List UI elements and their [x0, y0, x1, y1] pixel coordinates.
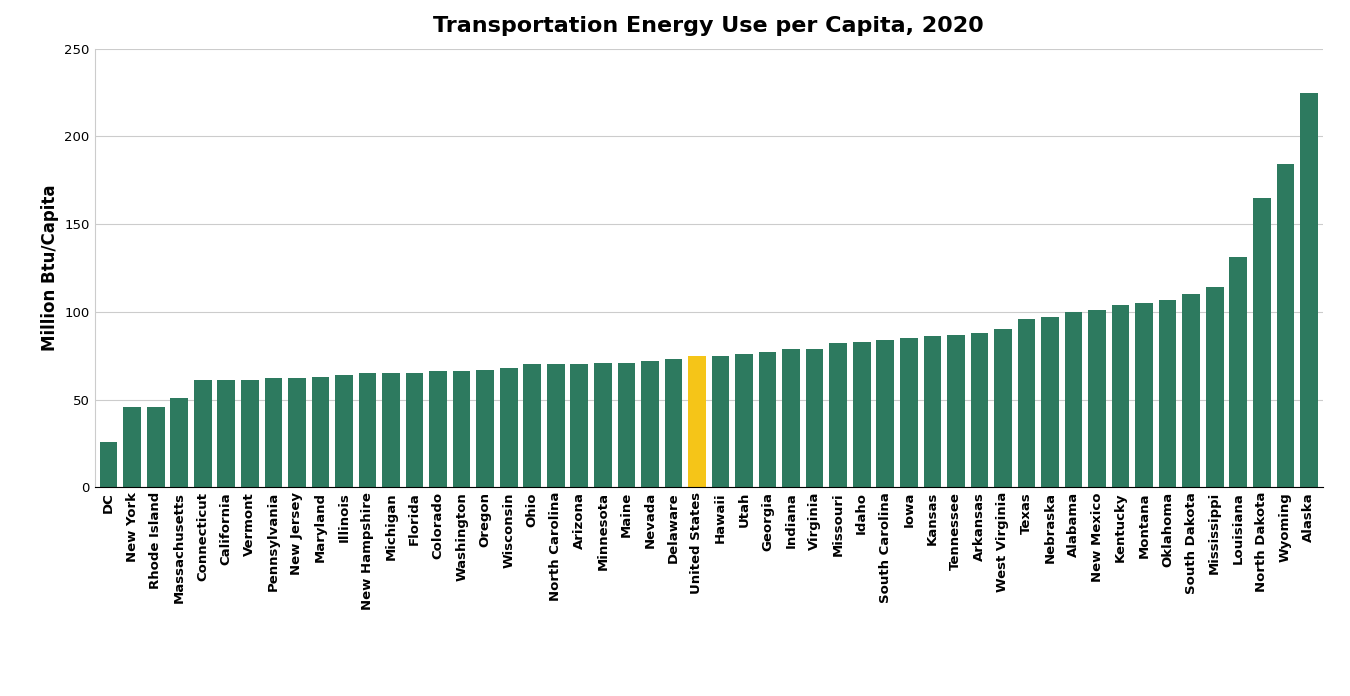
- Bar: [170, 397, 188, 487]
- Bar: [923, 336, 941, 487]
- Bar: [217, 380, 235, 487]
- Title: Transportation Energy Use per Capita, 2020: Transportation Energy Use per Capita, 20…: [433, 16, 984, 36]
- Bar: [452, 372, 470, 487]
- Bar: [688, 356, 706, 487]
- Bar: [1158, 299, 1176, 487]
- Bar: [900, 338, 918, 487]
- Bar: [1230, 258, 1247, 487]
- Bar: [477, 370, 494, 487]
- Bar: [1277, 164, 1295, 487]
- Bar: [147, 406, 165, 487]
- Bar: [335, 375, 352, 487]
- Bar: [288, 379, 305, 487]
- Bar: [594, 363, 612, 487]
- Bar: [711, 356, 729, 487]
- Bar: [806, 349, 824, 487]
- Bar: [429, 372, 447, 487]
- Bar: [359, 373, 377, 487]
- Bar: [123, 406, 140, 487]
- Bar: [948, 335, 965, 487]
- Bar: [265, 379, 282, 487]
- Bar: [736, 354, 753, 487]
- Bar: [1135, 303, 1153, 487]
- Bar: [406, 373, 424, 487]
- Bar: [100, 441, 117, 487]
- Bar: [617, 363, 636, 487]
- Bar: [1253, 198, 1270, 487]
- Bar: [1041, 317, 1058, 487]
- Y-axis label: Million Btu/Capita: Million Btu/Capita: [40, 184, 58, 351]
- Bar: [759, 352, 776, 487]
- Bar: [664, 359, 682, 487]
- Bar: [641, 361, 659, 487]
- Bar: [242, 380, 259, 487]
- Bar: [829, 343, 846, 487]
- Bar: [971, 333, 988, 487]
- Bar: [1300, 93, 1318, 487]
- Bar: [853, 342, 871, 487]
- Bar: [1112, 305, 1130, 487]
- Bar: [1206, 287, 1223, 487]
- Bar: [571, 365, 589, 487]
- Bar: [1065, 312, 1083, 487]
- Bar: [382, 373, 400, 487]
- Bar: [994, 329, 1011, 487]
- Bar: [547, 365, 564, 487]
- Bar: [1018, 319, 1035, 487]
- Bar: [1183, 294, 1200, 487]
- Bar: [500, 368, 517, 487]
- Bar: [312, 377, 329, 487]
- Bar: [524, 365, 541, 487]
- Bar: [194, 380, 212, 487]
- Bar: [782, 349, 801, 487]
- Bar: [876, 340, 894, 487]
- Bar: [1088, 310, 1106, 487]
